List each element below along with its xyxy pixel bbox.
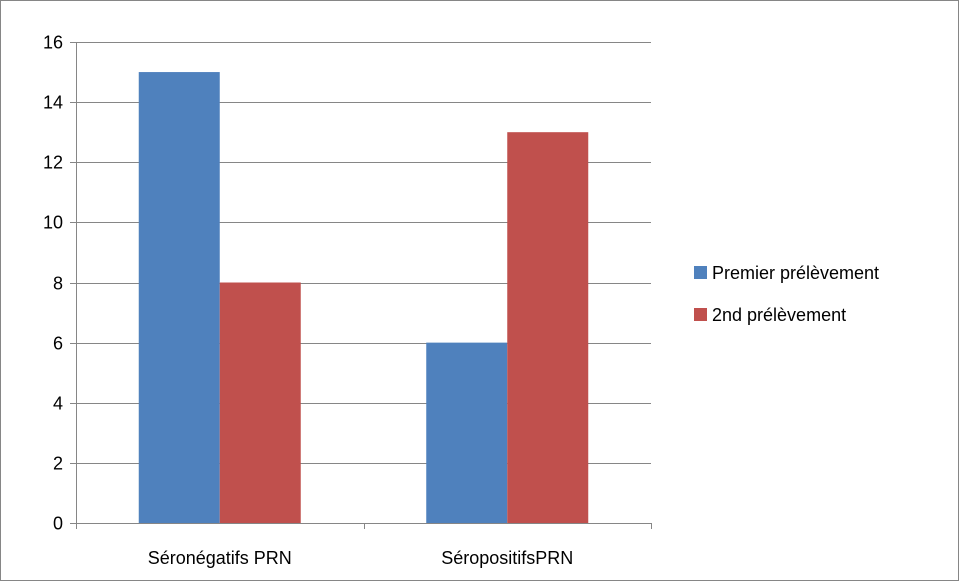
legend-swatch-premier-prelevement (694, 266, 707, 279)
x-axis-tick-labels: Séronégatifs PRN SéropositifsPRN (148, 548, 574, 568)
axes (70, 42, 652, 529)
y-tick-label: 8 (53, 274, 63, 294)
y-tick-label: 6 (53, 334, 63, 354)
y-tick-label: 0 (53, 514, 63, 534)
bar-premier-prelevement-seronegatifs (138, 72, 220, 523)
x-tick-label: Séronégatifs PRN (148, 548, 292, 568)
bar-second-prelevement-seronegatifs (219, 282, 301, 523)
bar-second-prelevement-seropositifs (507, 132, 589, 523)
y-tick-label: 2 (53, 454, 63, 474)
legend: Premier prélèvement 2nd prélèvement (694, 263, 879, 325)
bar-premier-prelevement-seropositifs (426, 342, 508, 523)
legend-label-premier-prelevement: Premier prélèvement (712, 263, 879, 283)
y-tick-label: 12 (43, 153, 63, 173)
y-tick-label: 16 (43, 33, 63, 53)
y-tick-label: 4 (53, 394, 63, 414)
bars (138, 72, 589, 523)
y-tick-label: 14 (43, 93, 63, 113)
legend-label-second-prelevement: 2nd prélèvement (712, 305, 846, 325)
legend-swatch-second-prelevement (694, 308, 707, 321)
y-tick-label: 10 (43, 213, 63, 233)
y-axis-tick-labels: 0 2 4 6 8 10 12 14 16 (43, 33, 63, 534)
x-tick-label: SéropositifsPRN (441, 548, 573, 568)
